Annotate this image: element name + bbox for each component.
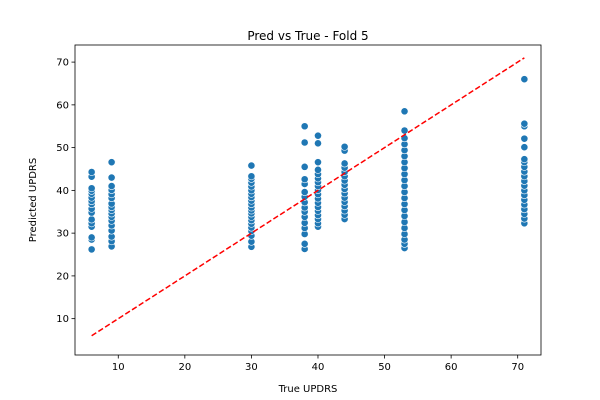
y-axis-label: Predicted UPDRS — [28, 158, 39, 242]
y-tick-label: 50 — [56, 143, 69, 154]
data-point — [300, 122, 309, 131]
data-point — [87, 215, 96, 224]
data-point — [300, 188, 309, 196]
data-point — [314, 131, 322, 140]
y-tick-label: 20 — [56, 271, 69, 282]
x-tick-label: 10 — [112, 362, 125, 373]
data-point — [400, 126, 409, 135]
data-point — [314, 165, 322, 174]
chart-title: Pred vs True - Fold 5 — [247, 29, 368, 43]
data-point — [247, 161, 256, 170]
data-point — [314, 158, 322, 167]
x-tick-label: 70 — [511, 362, 524, 373]
reference-line — [91, 57, 525, 337]
x-tick-label: 60 — [445, 362, 458, 373]
data-point — [520, 119, 529, 128]
y-tick-label: 70 — [56, 58, 69, 69]
data-point — [87, 245, 96, 254]
y-tick-label: 40 — [56, 186, 69, 197]
y-axis: 10 20 30 40 50 60 70 — [56, 58, 75, 325]
data-point — [107, 182, 116, 190]
axes-frame — [74, 44, 542, 356]
y-tick-label: 60 — [56, 100, 69, 111]
y-tick-label: 10 — [56, 314, 69, 325]
data-point — [300, 175, 309, 184]
data-point — [300, 239, 309, 248]
data-point — [107, 173, 116, 182]
data-point — [300, 162, 309, 171]
data-point — [340, 159, 349, 168]
y-tick-label: 30 — [56, 229, 69, 240]
data-point — [107, 158, 116, 167]
data-point — [247, 172, 256, 181]
data-point — [340, 142, 349, 151]
x-axis: 10 20 30 40 50 60 70 — [112, 355, 524, 373]
data-point — [87, 168, 96, 176]
x-axis-label: True UPDRS — [278, 384, 338, 395]
data-point — [87, 233, 96, 242]
data-point — [520, 143, 529, 152]
data-point — [520, 75, 529, 84]
data-point — [314, 139, 322, 148]
data-point — [400, 107, 409, 116]
data-point — [300, 138, 309, 147]
x-tick-label: 20 — [178, 362, 191, 373]
data-point — [520, 134, 529, 143]
data-point — [87, 184, 96, 193]
data-points — [87, 75, 529, 254]
reference-line-layer — [91, 57, 525, 337]
x-tick-label: 30 — [245, 362, 258, 373]
data-point — [520, 155, 529, 164]
x-tick-label: 40 — [312, 362, 325, 373]
x-tick-label: 50 — [378, 362, 391, 373]
